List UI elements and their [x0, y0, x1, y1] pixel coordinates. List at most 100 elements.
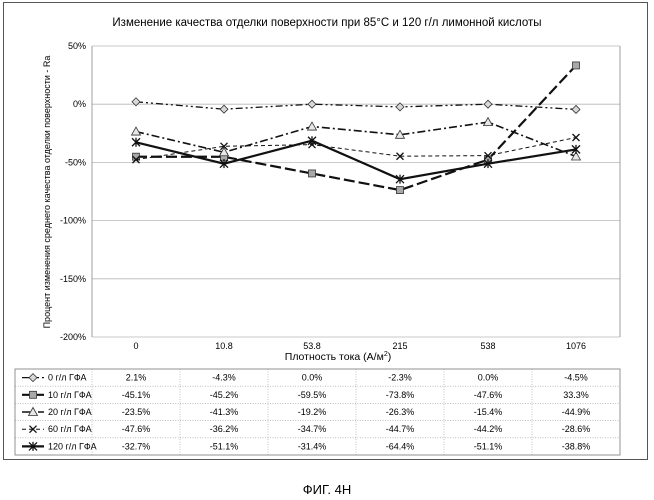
x-tick-label: 53.8: [303, 341, 321, 351]
table-cell: -51.1%: [210, 441, 239, 451]
table-cell: -47.6%: [122, 424, 151, 434]
table-cell: -34.7%: [298, 424, 327, 434]
data-point: [483, 99, 493, 109]
table-cell: -44.2%: [474, 424, 503, 434]
data-point: [572, 61, 580, 70]
table-cell: -44.9%: [562, 407, 591, 417]
table-cell: -23.5%: [122, 407, 151, 417]
chart-frame: [3, 2, 648, 460]
data-point: [307, 99, 317, 109]
legend-series-name: 20 г/л ГФА: [48, 407, 92, 417]
series-line: [135, 64, 577, 192]
table-cell: -32.7%: [122, 441, 151, 451]
table-cell: -2.3%: [388, 373, 412, 383]
data-point: [220, 142, 228, 151]
data-point: [483, 159, 493, 169]
table-cell: -41.3%: [210, 407, 239, 417]
y-axis-ticks: 50% 0% -50% -100% -150% -200%: [60, 41, 86, 342]
table-row: 10 г/л ГФА -45.1% -45.2% -59.5% -73.8% -47.6%…: [22, 390, 589, 400]
table-row: 120 г/л ГФА -32.7% -51.1% -31.4% -64.4% -51.1…: [22, 441, 590, 451]
series: [131, 136, 581, 184]
data-point: [131, 97, 141, 107]
table-cell: -28.6%: [562, 424, 591, 434]
x-axis-ticks: 0 10.8 53.8 215 538 1076: [133, 341, 586, 351]
y-tick-label: 50%: [68, 41, 86, 51]
chart-title: Изменение качества отделки поверхности п…: [112, 17, 541, 29]
series-line: [135, 139, 577, 181]
data-point: [482, 116, 494, 127]
x-tick-label: 0: [133, 341, 138, 351]
data-point: [570, 151, 582, 161]
legend-series-name: 10 г/л ГФА: [48, 390, 92, 400]
data-point: [130, 126, 142, 136]
data-point: [306, 121, 318, 131]
table-cell: -73.8%: [386, 390, 415, 400]
legend-series-name: 0 г/л ГФА: [48, 373, 87, 383]
x-axis-label: Плотность тока (А/м2): [285, 351, 391, 363]
data-point: [308, 169, 316, 178]
table-cell: -4.5%: [564, 373, 588, 383]
figure-caption: ФИГ. 4Н: [302, 482, 352, 497]
series: [132, 61, 580, 195]
data-point: [29, 390, 37, 399]
table-cell: -47.6%: [474, 390, 503, 400]
data-point: [132, 155, 140, 164]
table-row: 20 г/л ГФА -23.5% -41.3% -19.2% -26.3% -15.4%…: [22, 406, 591, 417]
data-point: [307, 136, 317, 146]
y-tick-label: -150%: [60, 274, 86, 284]
table-cell: -31.4%: [298, 441, 327, 451]
table-cell: -51.1%: [474, 441, 503, 451]
chart: Изменение качества отделки поверхности п…: [14, 17, 621, 456]
x-tick-label: 10.8: [215, 341, 233, 351]
table-cell: -59.5%: [298, 390, 327, 400]
x-tick-label: 538: [480, 341, 495, 351]
x-tick-label: 215: [392, 341, 407, 351]
table-cell: -64.4%: [386, 441, 415, 451]
table-cell: -19.2%: [298, 407, 327, 417]
legend-series-name: 120 г/л ГФА: [48, 441, 97, 451]
data-point: [219, 104, 229, 114]
x-axis-label-main: Плотность тока (А/м: [285, 351, 384, 363]
table-cell: 0.0%: [478, 373, 499, 383]
data-point: [395, 102, 405, 112]
grid: [91, 45, 621, 338]
y-tick-label: -50%: [65, 157, 86, 167]
y-tick-label: 0%: [73, 99, 86, 109]
series-lines: [130, 61, 582, 195]
table-cell: 33.3%: [563, 390, 589, 400]
series-line: [135, 121, 577, 158]
table-cell: 0.0%: [302, 373, 323, 383]
data-point: [27, 406, 39, 416]
y-tick-label: -200%: [60, 332, 86, 342]
y-tick-label: -100%: [60, 216, 86, 226]
data-point: [394, 129, 406, 139]
table-cell: -38.8%: [562, 441, 591, 451]
table-row: 60 г/л ГФА -47.6% -36.2% -34.7% -44.7% -44.2%…: [22, 424, 590, 434]
x-axis-label-sup: 2: [384, 351, 388, 358]
table-cell: -26.3%: [386, 407, 415, 417]
y-axis-label: Процент изменения среднего качества отде…: [42, 56, 52, 329]
table-cell: -44.7%: [386, 424, 415, 434]
table-cell: -36.2%: [210, 424, 239, 434]
x-tick-label: 1076: [566, 341, 586, 351]
data-point: [571, 144, 581, 154]
data-point: [218, 146, 230, 157]
data-point: [484, 151, 492, 160]
table-cell: -45.1%: [122, 390, 151, 400]
x-axis-label-close: ): [388, 351, 392, 363]
table-row: 0 г/л ГФА 2.1% -4.3% 0.0% -2.3% 0.0% -4.5%: [22, 373, 588, 383]
data-table: 0 г/л ГФА 2.1% -4.3% 0.0% -2.3% 0.0% -4.5% 10 г…: [14, 368, 621, 456]
data-point: [219, 159, 229, 169]
data-point: [396, 152, 404, 161]
data-point: [395, 174, 405, 184]
data-point: [29, 425, 37, 434]
data-point: [572, 133, 580, 142]
data-point: [131, 137, 141, 147]
table-cell: -45.2%: [210, 390, 239, 400]
data-point: [396, 186, 404, 195]
series-line: [135, 101, 577, 111]
series: [130, 116, 582, 161]
table-cell: 2.1%: [126, 373, 147, 383]
table-cell: -4.3%: [212, 373, 236, 383]
data-point: [28, 441, 38, 451]
